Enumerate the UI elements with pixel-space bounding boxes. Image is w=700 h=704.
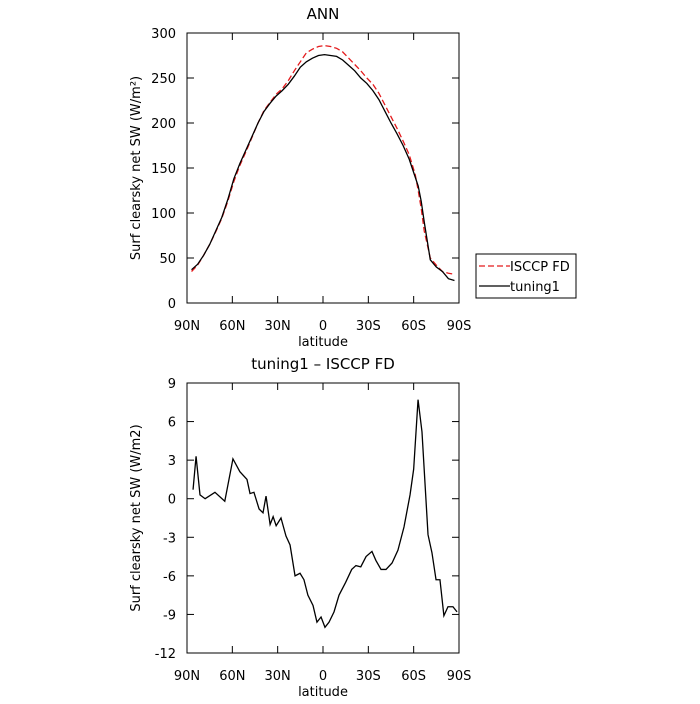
y-tick-label: -3	[163, 531, 176, 546]
y-tick-label: 3	[168, 454, 176, 469]
x-tick-label: 60S	[401, 669, 426, 684]
y-tick-label: 6	[168, 416, 176, 431]
y-axis-label: Surf clearsky net SW (W/m2)	[129, 424, 144, 611]
data-line	[191, 44, 455, 275]
legend-label: ISCCP FD	[510, 260, 570, 275]
y-tick-label: 0	[168, 297, 176, 312]
x-tick-label: 60S	[401, 319, 426, 334]
legend-label: tuning1	[510, 280, 560, 295]
plot-frame	[186, 32, 460, 304]
chart-title: ANN	[307, 5, 340, 23]
data-line	[191, 53, 455, 282]
x-tick-label: 60N	[219, 319, 245, 334]
data-line	[192, 399, 458, 629]
y-tick-label: 250	[151, 72, 176, 87]
y-tick-label: -9	[163, 608, 176, 623]
y-tick-label: 9	[168, 377, 176, 392]
x-tick-label: 30N	[265, 319, 291, 334]
x-tick-label: 30S	[356, 319, 381, 334]
x-axis-label: latitude	[298, 685, 348, 700]
y-tick-label: 300	[151, 27, 176, 42]
x-tick-label: 90N	[174, 319, 200, 334]
y-tick-label: 200	[151, 117, 176, 132]
y-tick-label: 50	[159, 252, 176, 267]
x-tick-label: 90S	[447, 319, 472, 334]
chart-title: tuning1 – ISCCP FD	[251, 355, 395, 373]
x-tick-label: 0	[319, 319, 327, 334]
y-tick-label: 100	[151, 207, 176, 222]
legend-box	[475, 253, 577, 299]
x-tick-label: 90N	[174, 669, 200, 684]
plot-frame	[186, 382, 460, 654]
x-tick-label: 90S	[447, 669, 472, 684]
y-tick-label: -12	[155, 647, 176, 662]
y-tick-label: 150	[151, 162, 176, 177]
x-tick-label: 30N	[265, 669, 291, 684]
x-tick-label: 0	[319, 669, 327, 684]
y-tick-label: -6	[163, 570, 176, 585]
y-axis-label: Surf clearsky net SW (W/m²)	[129, 76, 144, 260]
x-tick-label: 30S	[356, 669, 381, 684]
x-axis-label: latitude	[298, 335, 348, 350]
x-tick-label: 60N	[219, 669, 245, 684]
y-tick-label: 0	[168, 493, 176, 508]
